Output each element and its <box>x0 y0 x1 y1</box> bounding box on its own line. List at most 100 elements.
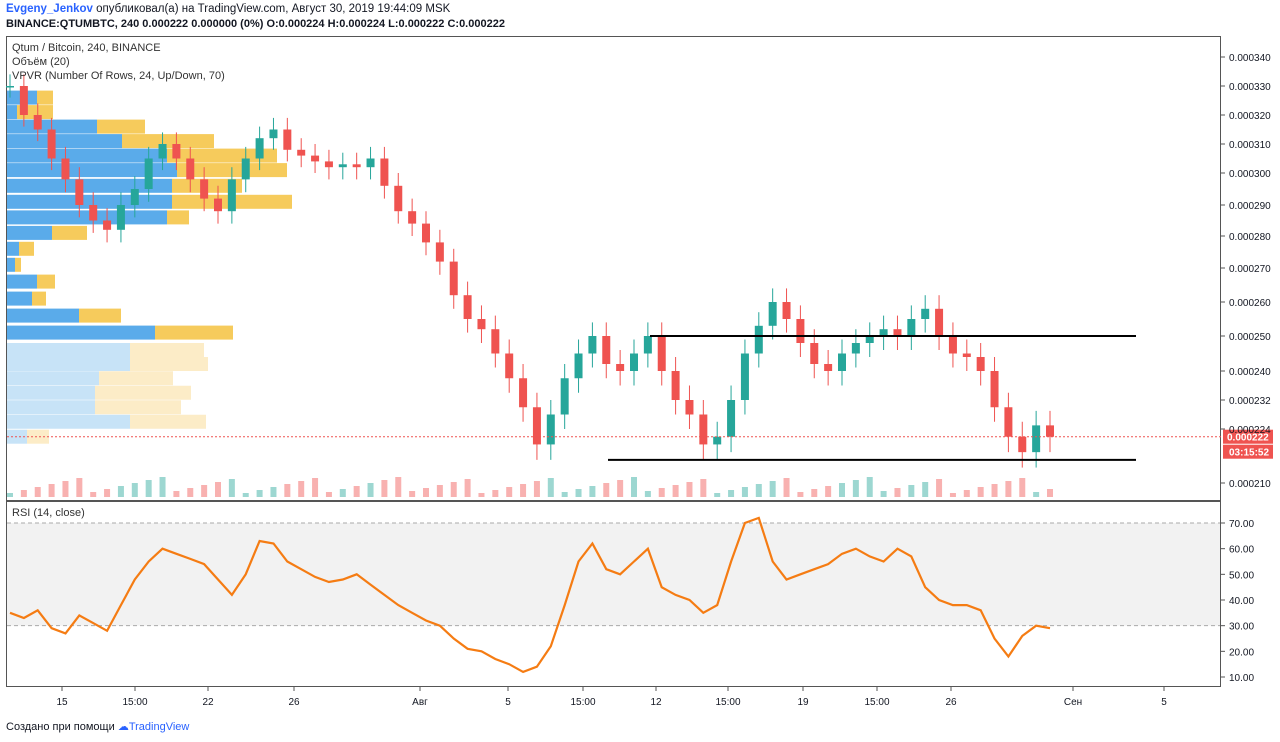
vpvr-down-bar <box>99 371 173 386</box>
time-tick-label: 15:00 <box>715 697 740 708</box>
price-tick-label: 0.000210 <box>1229 479 1271 490</box>
footer-brand[interactable]: TradingView <box>128 721 190 733</box>
candle-body <box>851 343 860 354</box>
volume-bar <box>48 484 55 497</box>
vpvr-down-bar <box>95 400 181 415</box>
candle-body <box>200 179 209 199</box>
volume-bar <box>977 487 984 497</box>
volume-bar <box>381 480 388 497</box>
candle-body <box>103 220 112 230</box>
volume-bar <box>603 483 610 497</box>
time-tick-label: 26 <box>288 697 300 708</box>
vpvr-up-bar <box>7 163 177 178</box>
candle-body <box>519 378 528 408</box>
candle-body <box>824 364 833 371</box>
volume-bar <box>298 481 305 497</box>
volume-bar <box>797 492 804 497</box>
candle-body <box>297 149 306 156</box>
vpvr-up-bar <box>7 134 122 149</box>
candle-body <box>394 185 403 212</box>
price-tick-label: 0.000330 <box>1229 82 1271 93</box>
candle-body <box>602 336 611 364</box>
volume-bar <box>533 481 540 497</box>
volume-bar <box>353 486 360 497</box>
volume-bar <box>450 482 457 497</box>
time-tick-label: 15:00 <box>864 697 889 708</box>
volume-bar <box>949 493 956 497</box>
volume-bar <box>492 490 499 497</box>
candle-body <box>6 86 14 88</box>
volume-bar <box>741 487 748 497</box>
candle-body <box>740 353 749 400</box>
volume-bar <box>658 488 665 497</box>
candle-body <box>214 198 222 212</box>
rsi-tick-label: 30.00 <box>1229 622 1254 633</box>
price-tick-label: 0.000260 <box>1229 298 1271 309</box>
volume-bar <box>7 493 13 497</box>
vpvr-down-bar <box>130 343 204 357</box>
candle-body <box>893 329 902 336</box>
candle-body <box>172 144 181 159</box>
rsi-pane[interactable] <box>6 501 1221 687</box>
vpvr-up-bar <box>7 225 52 240</box>
candle-body <box>33 115 42 130</box>
volume-bar <box>936 479 943 497</box>
volume-bar <box>963 490 970 497</box>
volume-bar <box>145 480 152 497</box>
volume-bar <box>478 493 485 497</box>
vpvr-up-bar <box>7 357 130 371</box>
candlestick-series <box>6 74 1054 468</box>
rsi-tick-label: 50.00 <box>1229 570 1254 581</box>
volume-bar <box>631 477 637 497</box>
vpvr-up-bar <box>7 148 167 163</box>
rsi-tick-label: 60.00 <box>1229 545 1254 556</box>
time-tick-label: 5 <box>1161 697 1167 708</box>
volume-legend: Объём (20) <box>12 56 70 68</box>
candle-body <box>477 319 486 330</box>
candle-body <box>435 242 444 262</box>
vpvr-down-bar <box>122 134 214 149</box>
vpvr-up-bar <box>7 385 95 400</box>
volume-bar <box>686 482 693 497</box>
vpvr-down-bar <box>52 225 87 240</box>
candle-body <box>75 179 84 205</box>
time-tick-label: 26 <box>945 697 957 708</box>
candle-body <box>144 158 153 189</box>
candle-body <box>89 205 98 221</box>
price-tick-label: 0.000290 <box>1229 201 1271 212</box>
candle-body <box>560 378 569 415</box>
rsi-band <box>7 523 1220 626</box>
vpvr-up-bar <box>7 257 15 272</box>
volume-bar <box>520 484 527 497</box>
vpvr-down-bar <box>19 241 34 256</box>
rsi-tick-label: 70.00 <box>1229 519 1254 530</box>
candle-body <box>1032 425 1041 453</box>
volume-bar <box>76 478 83 497</box>
volume-bar <box>991 484 998 497</box>
volume-bar <box>325 492 332 497</box>
price-tick-label: 0.000310 <box>1229 140 1271 151</box>
candle-body <box>283 129 292 150</box>
vpvr-legend: VPVR (Number Of Rows, 24, Up/Down, 70) <box>12 70 225 82</box>
candle-body <box>408 211 417 224</box>
candle-body <box>546 414 555 445</box>
rsi-tick-label: 20.00 <box>1229 647 1254 658</box>
price-tick-label: 0.000232 <box>1229 396 1271 407</box>
volume-bar <box>367 483 374 497</box>
author-link[interactable]: Evgeny_Jenkov <box>6 3 93 15</box>
rsi-series: 70.00 60.00 50.00 40.00 30.00 20.00 10.00 <box>7 516 1254 684</box>
volume-bar <box>1047 489 1053 497</box>
candle-body <box>324 161 333 168</box>
volume-bar <box>672 485 679 497</box>
volume-bar <box>644 491 651 497</box>
price-tick-label: 0.000300 <box>1229 169 1271 180</box>
candle-body <box>449 261 458 296</box>
price-pane[interactable] <box>6 36 1221 501</box>
candle-body <box>366 158 375 168</box>
rsi-tick-label: 40.00 <box>1229 596 1254 607</box>
vpvr-down-bar <box>79 308 121 323</box>
vpvr-up-bar <box>7 291 32 306</box>
trend-lines: 0.000222 03:15:52 <box>7 335 1273 461</box>
volume-bar <box>728 490 735 497</box>
candle-body <box>574 353 583 379</box>
